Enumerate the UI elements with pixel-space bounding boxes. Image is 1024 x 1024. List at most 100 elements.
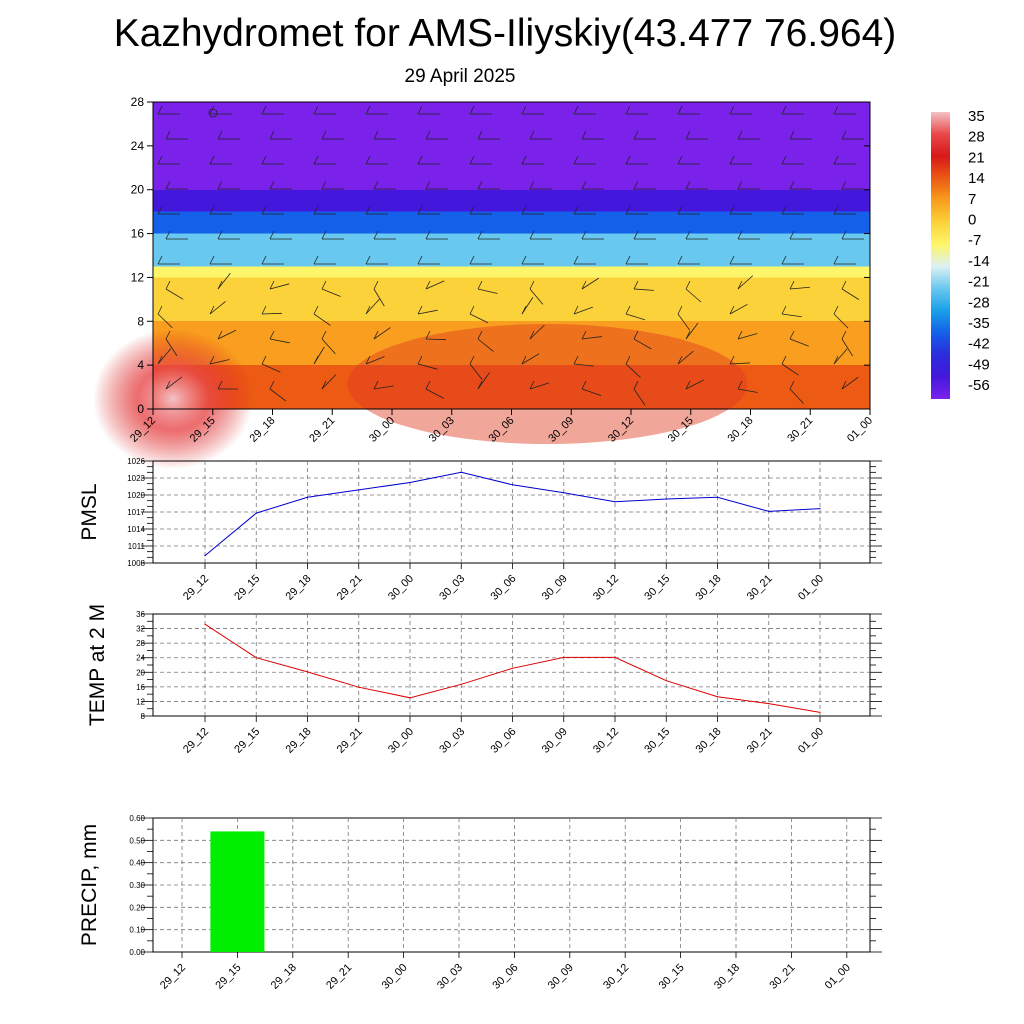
wind-barbs: [157, 105, 864, 406]
wind-barb-feather: [365, 305, 371, 315]
data-point: [460, 683, 462, 685]
wind-barb-feather: [365, 105, 371, 115]
wind-barb-feather: [581, 330, 587, 340]
wind-barb-feather: [469, 355, 475, 365]
wind-barb-feather: [217, 380, 223, 390]
wind-barb-feather: [209, 355, 215, 365]
wind-barb-feather: [633, 130, 639, 140]
x-tick-label: 30_21: [745, 573, 775, 603]
wind-barb-feather: [477, 380, 483, 390]
wind-barb-feather: [529, 130, 535, 140]
data-point: [460, 471, 462, 473]
wind-barb-feather: [521, 105, 527, 115]
data-point: [665, 680, 667, 682]
wind-barb-feather: [373, 280, 379, 290]
wind-barb-feather: [321, 380, 327, 390]
wind-barb-feather: [529, 280, 535, 290]
x-tick-label: 30_15: [642, 573, 672, 603]
x-tick-label: 30_06: [490, 962, 520, 992]
wind-barb-feather: [833, 205, 839, 215]
precip-panel: 0.00 0.10 0.20 0.30 0.40 0.50 0.60 29_12 29_15 29…: [78, 814, 882, 992]
y-tick-label: 32: [136, 625, 145, 634]
wind-barb-feather: [261, 105, 267, 115]
x-tick-label: 29_12: [158, 962, 188, 992]
wind-barb-feather: [625, 155, 631, 165]
wind-barb-feather: [521, 205, 527, 215]
wind-barb-feather: [425, 280, 431, 290]
wind-barb-feather: [677, 305, 683, 315]
x-tick-label: 30_06: [489, 573, 519, 603]
wind-barb-feather: [573, 155, 579, 165]
wind-barb-staff: [425, 280, 445, 290]
wind-barb-staff: [269, 283, 290, 290]
wind-barb-feather: [833, 155, 839, 165]
wind-barb-feather: [677, 355, 683, 365]
wind-barb-feather: [677, 105, 683, 115]
wind-barb-feather: [165, 180, 171, 190]
wind-barb-feather: [633, 180, 639, 190]
wind-barb-feather: [737, 130, 743, 140]
data-point: [255, 657, 257, 659]
wind-barb-feather: [469, 205, 475, 215]
y-tick-label: 1014: [127, 525, 145, 534]
data-point: [409, 481, 411, 484]
heatmap-field: [153, 102, 870, 409]
chart-date: 29 April 2025: [404, 66, 516, 87]
y-tick-label: 0.10: [129, 926, 145, 935]
wind-barb-feather: [737, 180, 743, 190]
x-tick-label: 30_18: [694, 726, 724, 756]
data-point: [614, 656, 616, 658]
colorbar-label: 7: [968, 191, 976, 208]
wind-barb-feather: [469, 305, 475, 315]
y-tick-label: 1020: [127, 491, 145, 500]
wind-barb-feather: [157, 305, 163, 315]
wind-barb-staff: [269, 388, 287, 402]
wind-barb-staff: [841, 338, 853, 357]
wind-barb-feather: [625, 105, 631, 115]
y-tick-label: 0.40: [129, 859, 145, 868]
wind-barb-feather: [261, 155, 267, 165]
wind-barb-staff: [321, 374, 337, 390]
wind-barb-feather: [321, 180, 327, 190]
x-tick-label: 30_12: [591, 726, 621, 756]
wind-barb-feather: [321, 280, 327, 290]
colorbar-label: 35: [968, 108, 985, 125]
wind-barb-feather: [573, 355, 579, 365]
wind-barb-feather: [841, 230, 847, 240]
data-point: [306, 496, 309, 498]
wind-barb-staff: [633, 338, 652, 350]
colorbar-label: -42: [968, 336, 990, 353]
panel-frame: [152, 613, 871, 717]
wind-barb-staff: [573, 306, 593, 315]
wind-barb-staff: [685, 379, 705, 390]
wind-barb-feather: [477, 330, 483, 340]
x-tick-label: 30_09: [540, 573, 570, 603]
wind-barb-feather: [269, 130, 275, 140]
y-tick-label: 36: [136, 610, 145, 619]
wind-barb-feather: [261, 205, 267, 215]
y-tick-label: 12: [136, 697, 145, 706]
colorbar-label: -21: [968, 274, 990, 291]
wind-barb-feather: [833, 305, 839, 315]
wind-barb-staff: [677, 313, 691, 331]
y-tick-label: 0.00: [129, 948, 145, 957]
y-tick-label: 20: [136, 668, 145, 677]
wind-barb-feather: [573, 305, 579, 315]
y-tick-label: 0.60: [129, 814, 145, 823]
wind-barb-feather: [529, 180, 535, 190]
wind-barb-staff: [529, 382, 550, 390]
wind-barb-feather: [269, 230, 275, 240]
wind-barb-feather: [685, 330, 691, 340]
wind-barb-feather: [209, 205, 215, 215]
wind-barb-staff: [157, 313, 173, 329]
wind-barb-staff: [833, 313, 849, 329]
wind-barb-feather: [833, 105, 839, 115]
data-point: [511, 484, 514, 486]
wind-barb-feather: [521, 305, 527, 315]
wind-barb-staff: [321, 288, 341, 297]
y-tick-label: 8: [137, 314, 144, 328]
wind-barb-feather: [477, 230, 483, 240]
wind-barb-staff: [581, 388, 602, 396]
x-tick-label: 29_15: [213, 962, 243, 992]
wind-barb-staff: [789, 338, 809, 347]
